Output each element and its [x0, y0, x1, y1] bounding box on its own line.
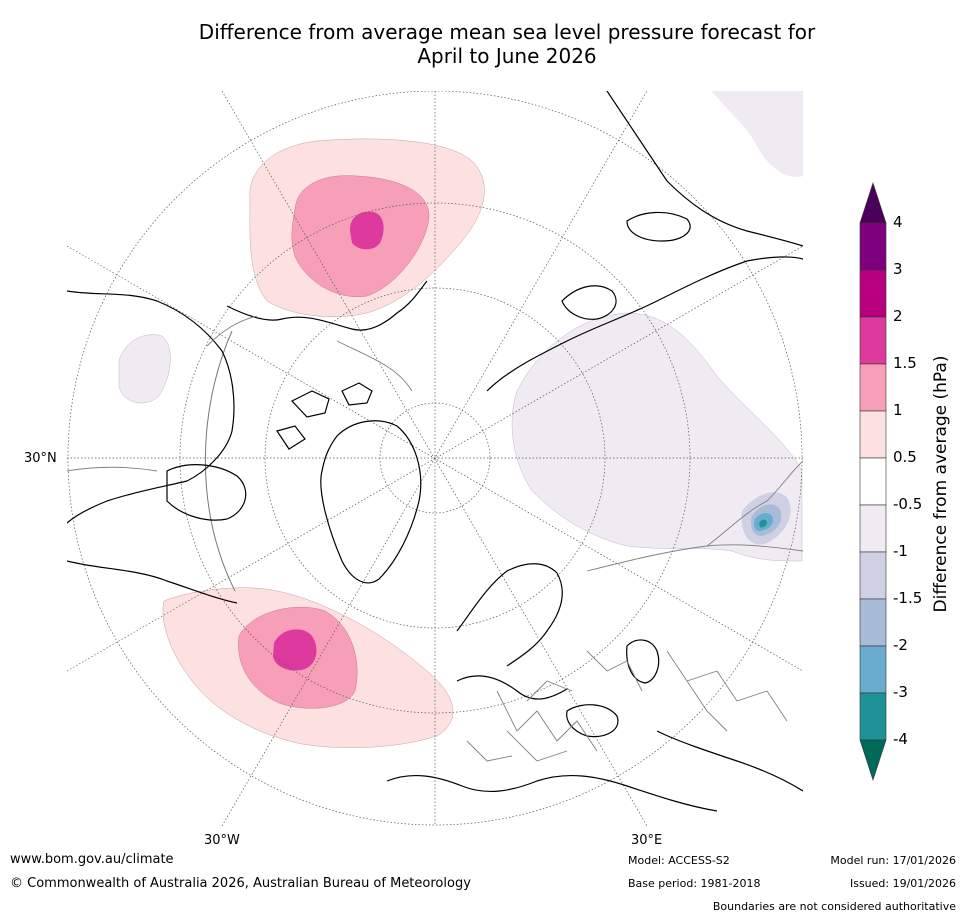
- middle-east: [656, 730, 803, 792]
- border-russia-kazakhstan: [586, 544, 803, 572]
- anomaly-band-neg-3-4: [759, 519, 767, 528]
- copyright: © Commonwealth of Australia 2026, Austra…: [10, 876, 471, 891]
- coastlines: [67, 91, 803, 812]
- colorbar-extend-max: [859, 182, 887, 224]
- colorbar-tick-label: 0.5: [893, 448, 917, 466]
- hudson-bay: [166, 464, 247, 521]
- colorbar-tick-label: 1.5: [893, 354, 917, 372]
- siberia-islands: [561, 211, 691, 320]
- anomaly-band-neg-0.5-1: [511, 312, 803, 562]
- black-sea: [566, 704, 619, 738]
- colorbar-tick-label: 4: [893, 213, 903, 231]
- colorbar-title: Difference from average (hPa): [931, 355, 951, 613]
- colorbar-tick-label: -4: [893, 730, 908, 748]
- colorbar-tick-label: -0.5: [893, 495, 923, 513]
- colorbar-tick-label: -3: [893, 683, 908, 701]
- model-run: Model run: 17/01/2026: [830, 854, 956, 867]
- border-russia-china: [766, 460, 803, 502]
- anomaly-band-neg-0.5-1-pacific: [118, 334, 171, 404]
- label-30w: 30°W: [204, 833, 240, 848]
- website-link[interactable]: www.bom.gov.au/climate: [10, 852, 174, 867]
- graticule: [67, 91, 803, 826]
- border-russia-mongolia: [706, 500, 768, 547]
- anomaly-band-1.5-2: [273, 629, 317, 671]
- colorbar-band: [859, 551, 887, 600]
- kamchatka-chukotka: [606, 91, 803, 247]
- colorbar-extend-min: [859, 739, 887, 781]
- anomaly-north-atlantic: [162, 587, 454, 748]
- border-alaska-canada: [206, 315, 258, 347]
- colorbar-band: [859, 316, 887, 365]
- title-line-1: Difference from average mean sea level p…: [198, 20, 816, 44]
- anomaly-north-pacific: [249, 138, 485, 317]
- colorbar-tick-label: 1: [893, 401, 903, 419]
- colorbar-band: [859, 598, 887, 647]
- north-america-east: [67, 560, 238, 604]
- siberia-arctic-coast: [486, 256, 803, 392]
- meridian-60e: [67, 245, 803, 672]
- colorbar-band: [859, 222, 887, 271]
- colorbar-band: [859, 363, 887, 412]
- boundaries-disclaimer: Boundaries are not considered authoritat…: [712, 900, 956, 913]
- anomaly-eurasia: [118, 91, 803, 562]
- colorbar-tick-label: 2: [893, 307, 903, 325]
- colorbar-band: [859, 457, 887, 506]
- colorbar-tick-label: -2: [893, 636, 908, 654]
- colorbar-band: [859, 269, 887, 318]
- model-name: Model: ACCESS-S2: [628, 854, 730, 867]
- issued-date: Issued: 19/01/2026: [849, 877, 956, 890]
- chart-title: Difference from average mean sea level p…: [0, 20, 965, 68]
- map-panel: [67, 91, 803, 826]
- anomaly-band-1.5-2: [349, 211, 384, 250]
- colorbar-tick-label: -1.5: [893, 589, 923, 607]
- colorbar-band: [859, 410, 887, 459]
- border-greenland-arc: [336, 340, 413, 392]
- colorbar-band: [859, 504, 887, 553]
- label-30n: 30°N: [24, 451, 57, 466]
- north-america-west: [67, 290, 235, 524]
- label-30e: 30°E: [631, 833, 663, 848]
- title-line-2: April to June 2026: [417, 44, 597, 68]
- colorbar-tick-label: 3: [893, 260, 903, 278]
- borders-europe: [466, 650, 643, 762]
- borders: [67, 315, 803, 762]
- base-period: Base period: 1981-2018: [628, 877, 761, 890]
- borders-central-asia: [666, 650, 788, 732]
- colorbar-band: [859, 645, 887, 694]
- scandinavia-coast: [456, 563, 563, 667]
- colorbar-tick-label: -1: [893, 542, 908, 560]
- mediterranean-coast: [386, 774, 718, 812]
- colorbar-band: [859, 692, 887, 741]
- colorbar: [859, 182, 887, 781]
- greenland-coast: [320, 420, 422, 584]
- europe-north-coast: [456, 675, 568, 700]
- meridian-30e: [221, 91, 648, 826]
- polar-map: [67, 91, 803, 826]
- caspian-sea: [626, 639, 660, 684]
- border-canada-usa: [67, 466, 158, 472]
- anomaly-band-neg-0.5-1-top: [712, 91, 803, 177]
- canadian-archipelago: [276, 382, 373, 450]
- alaska-coast: [226, 280, 428, 331]
- lat-arc-solid: [204, 330, 236, 592]
